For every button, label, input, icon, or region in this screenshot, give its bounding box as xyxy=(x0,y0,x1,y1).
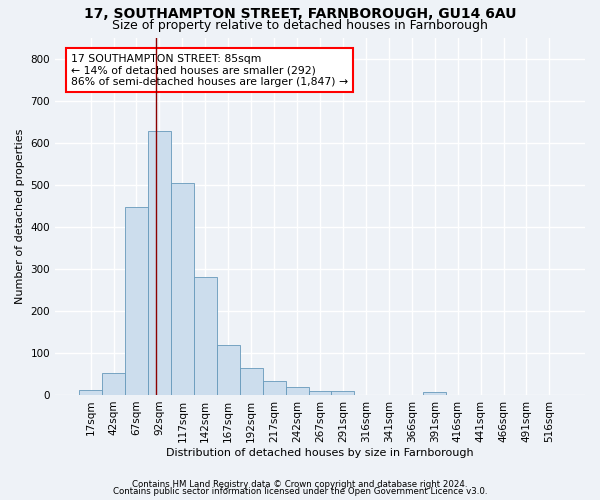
Text: Size of property relative to detached houses in Farnborough: Size of property relative to detached ho… xyxy=(112,18,488,32)
Y-axis label: Number of detached properties: Number of detached properties xyxy=(15,128,25,304)
Bar xyxy=(148,131,171,395)
Bar xyxy=(194,277,217,395)
Bar xyxy=(263,381,286,395)
Bar xyxy=(217,346,240,395)
Bar xyxy=(79,390,102,395)
Bar xyxy=(125,206,148,395)
Text: 17 SOUTHAMPTON STREET: 85sqm
← 14% of detached houses are smaller (292)
86% of s: 17 SOUTHAMPTON STREET: 85sqm ← 14% of de… xyxy=(71,54,348,87)
Bar xyxy=(286,388,308,395)
Text: 17, SOUTHAMPTON STREET, FARNBOROUGH, GU14 6AU: 17, SOUTHAMPTON STREET, FARNBOROUGH, GU1… xyxy=(84,8,516,22)
Text: Contains HM Land Registry data © Crown copyright and database right 2024.: Contains HM Land Registry data © Crown c… xyxy=(132,480,468,489)
Bar xyxy=(240,368,263,395)
Bar xyxy=(171,182,194,395)
Bar xyxy=(308,391,331,395)
Bar xyxy=(331,391,355,395)
Text: Contains public sector information licensed under the Open Government Licence v3: Contains public sector information licen… xyxy=(113,488,487,496)
X-axis label: Distribution of detached houses by size in Farnborough: Distribution of detached houses by size … xyxy=(166,448,474,458)
Bar xyxy=(423,392,446,395)
Bar xyxy=(102,373,125,395)
